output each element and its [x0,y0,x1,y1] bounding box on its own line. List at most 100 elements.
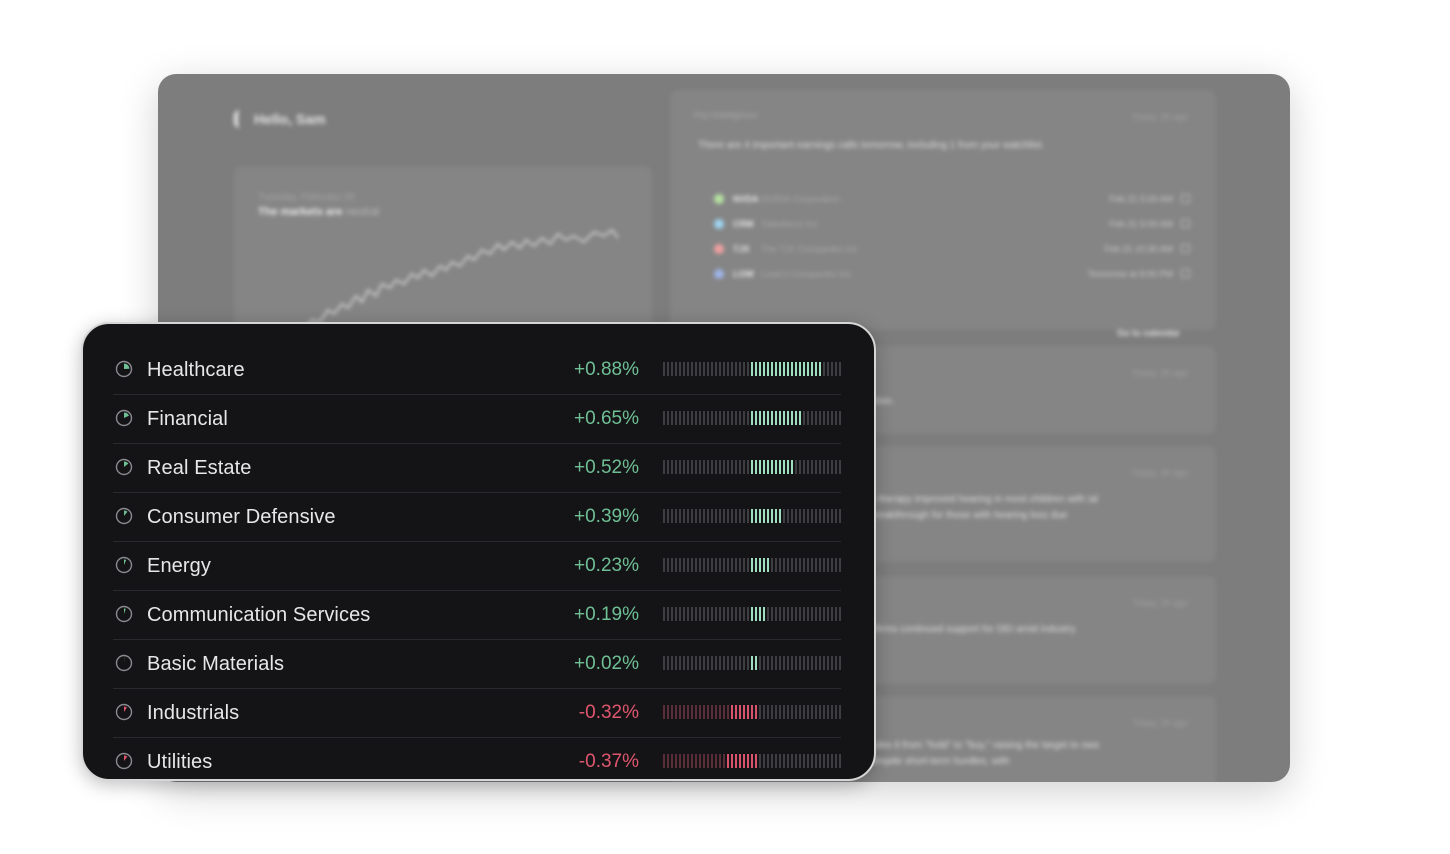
bar-tick [667,558,669,572]
sector-change-bar [663,460,841,474]
bar-tick [747,558,749,572]
bar-tick [711,460,713,474]
bar-tick [679,411,681,425]
bar-tick [783,509,785,523]
company-logo-icon [714,243,724,254]
background-app-window: Hello, Sam Tuesday, February 20 The mark… [158,74,1290,782]
earnings-item[interactable]: TJX The TJX Companies Inc Feb 21 10:30 AM [714,236,1190,261]
bar-tick [803,558,805,572]
go-to-calendar-link[interactable]: Go to calendar [1116,328,1180,338]
bar-tick [727,509,729,523]
calendar-icon[interactable] [1181,194,1190,203]
calendar-icon[interactable] [1181,269,1190,278]
bar-tick [775,460,777,474]
bar-tick [767,411,769,425]
calendar-icon[interactable] [1181,244,1190,253]
bar-tick [707,558,709,572]
bar-tick [699,705,701,719]
sector-row[interactable]: Financial +0.65% [113,395,841,444]
bar-tick [779,656,781,670]
sector-row[interactable]: Utilities -0.37% [113,738,841,779]
bar-tick [771,607,773,621]
bar-tick [763,607,765,621]
bar-tick [703,705,705,719]
bar-tick [755,705,757,719]
bar-tick [715,705,717,719]
bar-tick [799,460,801,474]
bar-tick [687,754,689,768]
bar-tick [711,509,713,523]
bar-tick [715,460,717,474]
news-timestamp: Today, 30 ago [1132,718,1188,728]
bar-tick [783,705,785,719]
calendar-icon[interactable] [1181,219,1190,228]
bar-tick [795,460,797,474]
bar-tick [679,705,681,719]
bar-tick [787,705,789,719]
bar-tick [679,362,681,376]
market-headline: The markets are neutral [258,206,379,218]
bar-tick [695,509,697,523]
bar-tick [683,460,685,474]
bar-tick [751,656,753,670]
sector-name: Industrials [147,702,240,724]
sector-row[interactable]: Consumer Defensive +0.39% [113,493,841,542]
sector-row[interactable]: Energy +0.23% [113,542,841,591]
bar-tick [831,754,833,768]
bar-tick [787,362,789,376]
bar-tick [823,362,825,376]
sector-row[interactable]: Communication Services +0.19% [113,591,841,640]
sector-gauge-icon [115,507,133,525]
bar-tick [715,362,717,376]
bar-tick [759,509,761,523]
bar-tick [827,509,829,523]
sector-row[interactable]: Basic Materials +0.02% [113,640,841,689]
bar-tick [667,411,669,425]
bar-tick [791,607,793,621]
bar-tick [727,705,729,719]
earnings-item[interactable]: LOW Lowe's Companies Inc Tomorrow at 8:00 … [714,261,1190,286]
bar-tick [787,754,789,768]
sector-row[interactable]: Industrials -0.32% [113,689,841,738]
news-text: ades it from "hold" to "buy," raising th… [870,740,1100,767]
sector-row[interactable]: Healthcare +0.88% [113,346,841,395]
sector-change: +0.19% [574,604,639,625]
bar-tick [663,411,665,425]
bar-tick [703,558,705,572]
bar-tick [839,460,841,474]
bar-tick [807,411,809,425]
bar-tick [683,754,685,768]
bar-tick [791,558,793,572]
bar-tick [707,754,709,768]
bar-tick [759,607,761,621]
bar-tick [707,362,709,376]
earnings-item[interactable]: NVDA NVIDIA Corporation Feb 21 5:00 AM [714,186,1190,211]
bar-tick [691,362,693,376]
bar-tick [739,558,741,572]
sector-row[interactable]: Real Estate +0.52% [113,444,841,493]
bar-tick [703,411,705,425]
bar-tick [803,705,805,719]
bar-tick [819,705,821,719]
bar-tick [791,754,793,768]
bar-tick [795,362,797,376]
bar-tick [695,362,697,376]
bar-tick [835,411,837,425]
earnings-company-name: Salesforce Inc [761,218,819,229]
bar-tick [827,362,829,376]
earnings-item[interactable]: CRM Salesforce Inc Feb 21 5:00 AM [714,211,1190,236]
bar-tick [707,705,709,719]
earnings-company-name: Lowe's Companies Inc [761,268,852,279]
sector-change: +0.88% [574,359,639,380]
sector-gauge-icon [115,654,133,672]
bar-tick [683,411,685,425]
bar-tick [823,754,825,768]
sector-name: Consumer Defensive [147,506,336,528]
sector-name: Utilities [147,751,213,773]
bar-tick [771,362,773,376]
sector-name: Healthcare [147,359,245,381]
bar-tick [799,509,801,523]
bar-tick [743,509,745,523]
bar-tick [743,656,745,670]
bar-tick [775,509,777,523]
